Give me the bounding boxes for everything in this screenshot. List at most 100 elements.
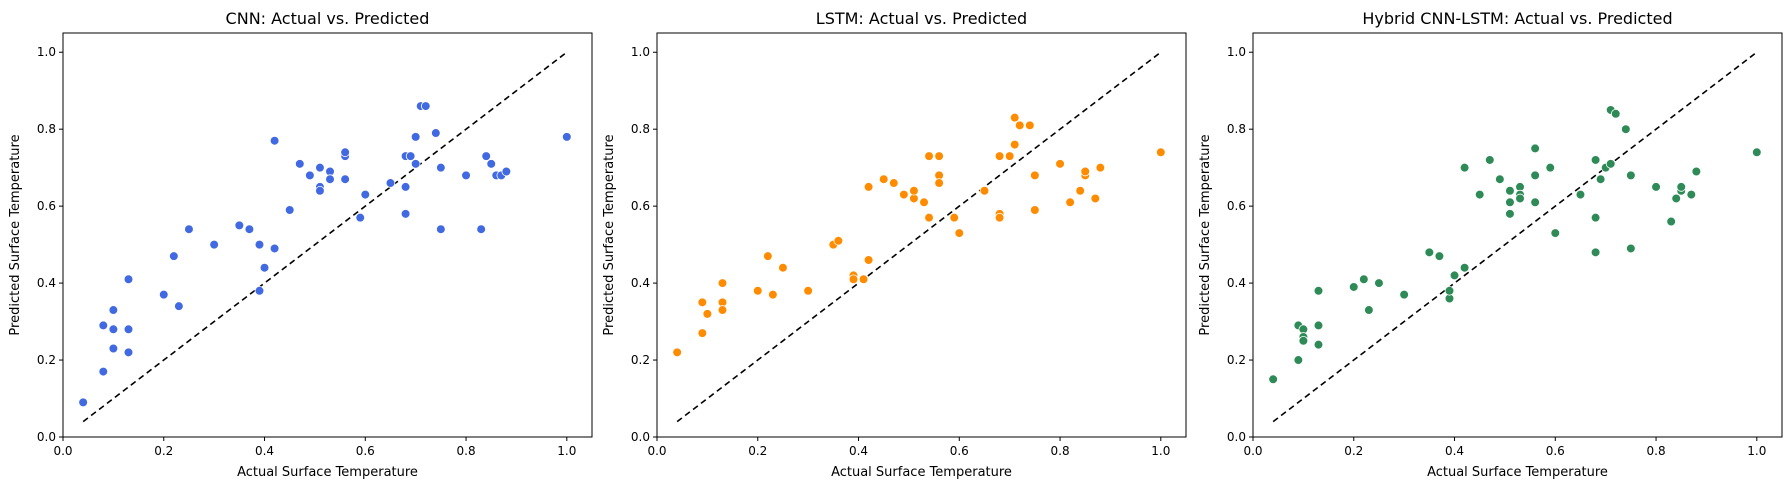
data-point: [400, 182, 411, 192]
data-point: [1505, 185, 1515, 196]
data-point: [1595, 174, 1606, 185]
data-point: [254, 239, 265, 250]
data-point: [420, 101, 431, 111]
data-point: [1030, 205, 1040, 215]
data-point: [1505, 209, 1515, 219]
y-tick-label: 0.4: [631, 276, 650, 290]
data-point: [697, 328, 708, 338]
chart-panel: CNN: Actual vs. Predicted 0.0 0.2 0.4 0.6 0.8…: [8, 9, 593, 480]
x-tick-label: 1.0: [1747, 444, 1766, 458]
data-point: [340, 174, 350, 185]
data-point: [1080, 166, 1091, 177]
data-point: [888, 178, 899, 188]
data-point: [1474, 189, 1485, 200]
y-tick-label: 1.0: [1227, 45, 1246, 59]
data-point: [778, 262, 788, 273]
data-point: [562, 132, 572, 142]
data-point: [1495, 174, 1505, 185]
data-point: [305, 170, 315, 181]
data-point: [1095, 162, 1106, 173]
x-tick-label: 1.0: [557, 444, 576, 458]
x-tick-label: 0.4: [255, 444, 274, 458]
data-point: [259, 262, 270, 273]
data-point: [98, 320, 109, 331]
data-point: [234, 220, 245, 231]
data-point: [108, 343, 119, 354]
y-tick-label: 0.0: [37, 430, 56, 444]
data-point: [1530, 197, 1540, 208]
data-point: [1293, 355, 1304, 365]
data-point: [1449, 270, 1460, 281]
data-point: [863, 182, 874, 192]
data-point: [400, 209, 411, 219]
y-tick-label: 1.0: [37, 45, 56, 59]
data-point: [1065, 197, 1075, 208]
data-point: [1364, 305, 1374, 315]
data-point: [78, 397, 88, 408]
data-point: [949, 212, 960, 223]
data-point: [1374, 278, 1384, 288]
data-point: [924, 151, 934, 161]
x-tick-label: 0.2: [748, 444, 767, 458]
x-tick-label: 0.4: [1445, 444, 1464, 458]
data-point: [355, 212, 366, 223]
data-point: [919, 197, 929, 208]
data-point: [1090, 193, 1101, 204]
y-tick-label: 0.8: [37, 122, 56, 136]
data-point: [1359, 274, 1369, 285]
data-point: [768, 289, 778, 300]
chart-title: Hybrid CNN-LSTM: Actual vs. Predicted: [1362, 9, 1672, 28]
data-point: [254, 285, 265, 296]
data-point: [1009, 139, 1020, 150]
data-point: [848, 274, 859, 285]
plot-frame: [656, 32, 1187, 438]
data-point: [315, 162, 325, 173]
x-tick-label: 1.0: [1151, 444, 1170, 458]
data-point: [1550, 228, 1561, 238]
data-point: [1484, 155, 1495, 165]
data-point: [184, 224, 194, 235]
data-point: [284, 205, 295, 215]
data-point: [1671, 193, 1681, 204]
data-point: [1530, 143, 1540, 154]
y-axis-label: Predicted Surface Temperature: [8, 134, 23, 335]
data-point: [360, 189, 371, 200]
data-point: [1459, 162, 1470, 173]
data-point: [1313, 320, 1324, 331]
x-tick-label: 0.0: [53, 444, 72, 458]
data-point: [325, 174, 335, 185]
data-point: [244, 224, 255, 235]
y-tick-label: 0.2: [631, 353, 650, 367]
data-point: [672, 347, 682, 358]
data-point: [994, 151, 1005, 161]
data-point: [1268, 374, 1278, 385]
data-point: [1505, 197, 1515, 208]
data-point: [1691, 166, 1702, 177]
data-point: [1575, 189, 1586, 200]
data-point: [269, 135, 280, 146]
data-point: [1605, 159, 1616, 169]
data-point: [1590, 155, 1601, 165]
data-point: [763, 251, 773, 261]
chart-panel: LSTM: Actual vs. Predicted 0.0 0.2 0.4 0.6 0.…: [602, 9, 1187, 480]
data-point: [1676, 182, 1687, 192]
data-point: [954, 228, 965, 238]
data-point: [1424, 247, 1435, 258]
data-point: [436, 162, 446, 173]
data-point: [123, 347, 134, 358]
data-point: [123, 324, 134, 335]
data-point: [697, 297, 708, 308]
data-point: [269, 243, 280, 254]
data-point: [1590, 212, 1601, 223]
data-point: [209, 239, 219, 250]
data-point: [833, 235, 844, 246]
data-point: [1590, 247, 1601, 258]
y-tick-label: 0.6: [37, 199, 56, 213]
y-tick-label: 0.2: [1227, 353, 1246, 367]
data-point: [803, 285, 813, 296]
data-point: [1666, 216, 1676, 227]
data-point: [878, 174, 889, 185]
data-point: [1752, 147, 1762, 158]
data-point: [717, 305, 728, 315]
reference-line: [1272, 51, 1758, 423]
